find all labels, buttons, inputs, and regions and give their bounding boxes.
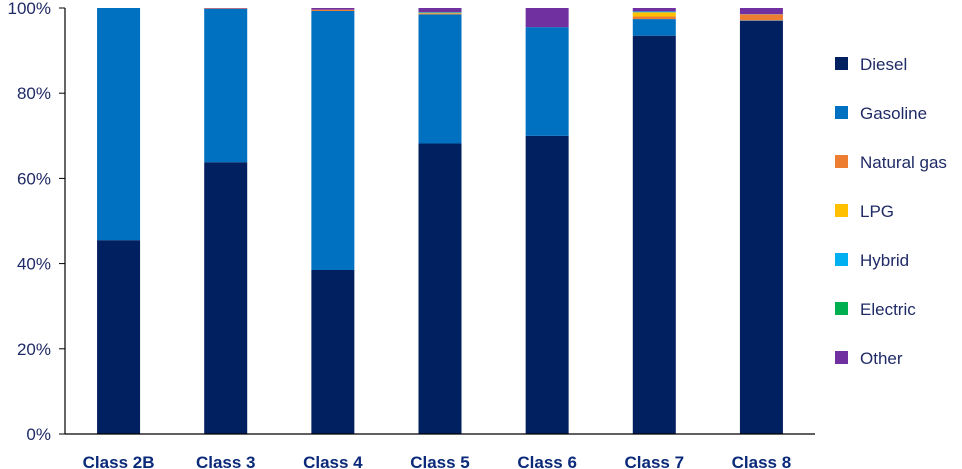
legend-swatch — [835, 106, 848, 119]
legend-label: LPG — [860, 202, 894, 221]
legend-swatch — [835, 204, 848, 217]
bar-segment-natural-gas — [418, 13, 462, 15]
bar-segment-diesel — [525, 135, 569, 435]
bar-segment-gasoline — [97, 8, 141, 241]
legend-label: Gasoline — [860, 104, 927, 123]
bar-segment-natural-gas — [311, 9, 355, 11]
bar-segment-diesel — [97, 240, 141, 434]
legend-label: Electric — [860, 300, 916, 319]
bar-segment-gasoline — [204, 8, 248, 163]
bar-segment-diesel — [739, 20, 783, 435]
legend-label: Other — [860, 349, 903, 368]
bar-segment-other — [632, 8, 676, 12]
bar-segment-other — [739, 8, 783, 15]
x-tick-label: Class 4 — [303, 453, 363, 469]
legend-swatch — [835, 351, 848, 364]
bar-segment-diesel — [204, 162, 248, 434]
x-tick-label: Class 8 — [732, 453, 792, 469]
bar-segment-diesel — [311, 269, 355, 434]
x-tick-label: Class 6 — [517, 453, 577, 469]
x-tick-label: Class 3 — [196, 453, 256, 469]
y-axis: 0% 20% 40% 60% 80% 100% — [8, 0, 66, 444]
y-tick-label: 60% — [17, 169, 51, 188]
x-tick-label: Class 5 — [410, 453, 470, 469]
legend-swatch — [835, 253, 848, 266]
legend-swatch — [835, 302, 848, 315]
bar-segment-natural-gas — [739, 14, 783, 21]
bar-segment-diesel — [632, 35, 676, 434]
bar-segment-hybrid — [632, 11, 676, 13]
y-tick-label: 20% — [17, 340, 51, 359]
bar-segment-gasoline — [418, 14, 462, 144]
bar-segment-diesel — [418, 143, 462, 434]
legend-swatch — [835, 155, 848, 168]
legend-label: Diesel — [860, 55, 907, 74]
y-tick-label: 80% — [17, 84, 51, 103]
y-tick-label: 40% — [17, 255, 51, 274]
x-tick-label: Class 7 — [625, 453, 685, 469]
x-tick-label: Class 2B — [83, 453, 155, 469]
y-tick-label: 0% — [26, 425, 51, 444]
x-axis: Class 2B Class 3 Class 4 Class 5 Class 6 Clas… — [65, 433, 815, 469]
bar-segment-other — [525, 8, 569, 28]
legend: Diesel Gasoline Natural gas LPG Hybrid Electr… — [835, 55, 947, 368]
bar-segment-other — [418, 8, 462, 13]
y-tick-label: 100% — [8, 0, 51, 18]
bar-segment-gasoline — [525, 27, 569, 136]
bars — [97, 8, 783, 435]
bar-segment-natural-gas — [632, 16, 676, 20]
bar-segment-lpg — [632, 12, 676, 17]
bar-segment-gasoline — [632, 19, 676, 36]
legend-label: Natural gas — [860, 153, 947, 172]
legend-swatch — [835, 57, 848, 70]
legend-label: Hybrid — [860, 251, 909, 270]
bar-segment-gasoline — [311, 10, 355, 270]
bar-segment-other — [311, 8, 355, 10]
